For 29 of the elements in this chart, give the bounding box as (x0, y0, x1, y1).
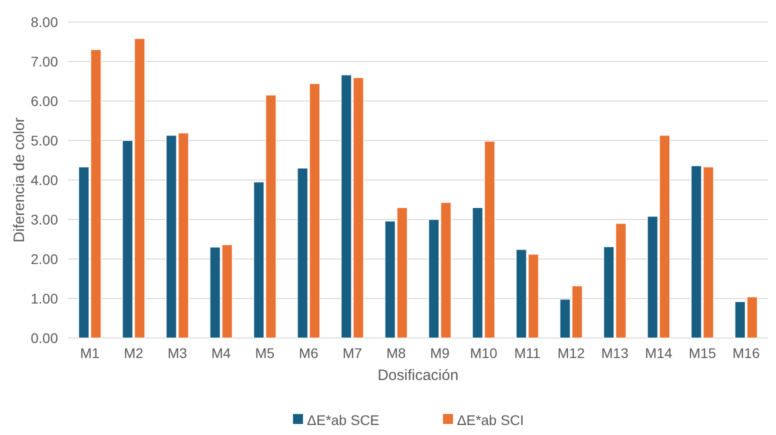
x-tick-label: M16 (732, 345, 760, 361)
y-tick-label: 1.00 (30, 290, 58, 306)
y-tick-label: 4.00 (30, 172, 58, 188)
x-tick-label: M3 (168, 345, 188, 361)
x-tick-label: M1 (80, 345, 100, 361)
y-axis-title: Diferencia de color (11, 117, 28, 243)
y-tick-label: 2.00 (30, 250, 58, 267)
y-tick-label: 5.00 (30, 132, 58, 148)
x-tick-label: M10 (470, 345, 498, 361)
x-tick-label: M13 (601, 345, 629, 361)
x-tick-label: M11 (514, 345, 541, 361)
y-tick-label: 6.00 (30, 92, 58, 109)
y-tick-label: 8.00 (30, 14, 58, 30)
legend-label: ΔE*ab SCI (457, 412, 524, 428)
x-tick-label: M15 (688, 345, 716, 361)
y-tick-label: 0.00 (30, 330, 58, 346)
x-tick-label: M8 (386, 345, 406, 361)
x-tick-label: M14 (645, 345, 672, 361)
x-tick-label: M12 (558, 345, 585, 361)
y-tick-label: 7.00 (30, 53, 58, 70)
y-tick-label: 3.00 (30, 211, 58, 228)
x-tick-label: M2 (124, 345, 144, 361)
x-axis-title: Dosificación (378, 367, 458, 384)
legend-label: ΔE*ab SCE (307, 412, 380, 428)
x-tick-label: M9 (430, 345, 450, 361)
x-tick-label: M4 (211, 345, 232, 361)
x-tick-label: M6 (298, 345, 319, 361)
x-tick-label: M7 (342, 345, 362, 361)
x-tick-label: M5 (255, 345, 275, 361)
